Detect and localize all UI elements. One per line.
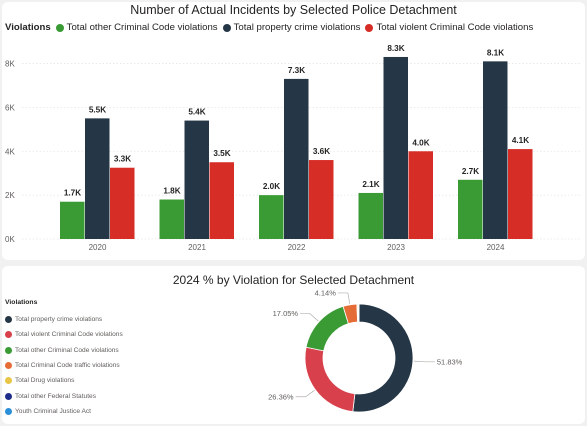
bar-total-property-crime-violations-2022[interactable]: [284, 78, 309, 239]
bar-total-other-criminal-code-violations-2022[interactable]: [259, 195, 284, 239]
data-label: 8.1K: [487, 48, 504, 57]
x-tick-label: 2022: [288, 243, 306, 252]
legend-marker: [55, 23, 64, 32]
legend-marker: [5, 346, 12, 354]
donut-slices: 51.83% 26.36% 17.05% 4.14%: [268, 288, 463, 413]
bar-total-violent-criminal-code-violations-2020[interactable]: [110, 167, 135, 239]
data-label: 5.5K: [89, 105, 106, 114]
bar-total-property-crime-violations-2023[interactable]: [383, 56, 409, 239]
x-tick-label: 2021: [188, 243, 206, 252]
y-tick-label: 6K: [5, 103, 15, 112]
bar-total-property-crime-violations-2020[interactable]: [85, 118, 110, 239]
bar-total-other-criminal-code-violations-2023[interactable]: [358, 192, 384, 239]
x-tick-label: 2023: [387, 243, 405, 252]
bar-group-2023: 2.1K 8.3K 4.0K: [358, 44, 434, 239]
legend-marker: [222, 23, 231, 32]
x-tick-label: 2024: [487, 243, 505, 252]
data-label: 3.3K: [114, 155, 131, 164]
slice-total-property-crime-violations[interactable]: [352, 303, 414, 413]
leader-line: [300, 313, 319, 322]
legend-label: Total Drug violations: [15, 377, 75, 385]
bar-total-other-criminal-code-violations-2024[interactable]: [458, 179, 483, 239]
legend-item-total-other-criminal-code-violations[interactable]: Total other Criminal Code violations: [5, 343, 123, 358]
data-label: 3.5K: [213, 149, 230, 158]
donut-chart-legend: Violations Total property crime violatio…: [5, 299, 123, 419]
legend-item-total-violent-criminal-code-violations[interactable]: Total violent Criminal Code violations: [5, 327, 123, 342]
bar-group-2020: 1.7K 5.5K 3.3K: [60, 105, 135, 239]
data-label: 5.4K: [188, 108, 205, 117]
legend-marker: [365, 23, 374, 32]
legend-label: Total other Federal Statutes: [15, 392, 97, 400]
y-tick-label: 8K: [5, 60, 15, 69]
slice-total-violent-criminal-code-violations[interactable]: [304, 346, 356, 413]
bar-total-violent-criminal-code-violations-2022[interactable]: [309, 160, 334, 239]
legend-item-total-drug-violations[interactable]: Total Drug violations: [5, 373, 123, 388]
legend-item-total-criminal-code-traffic-violations[interactable]: Total Criminal Code traffic violations: [5, 358, 123, 373]
donut-chart-title: 2024 % by Violation for Selected Detachm…: [172, 273, 415, 287]
legend-label: Total property crime violations: [15, 316, 103, 324]
bar-total-other-criminal-code-violations-2020[interactable]: [60, 201, 85, 239]
legend-marker: [5, 377, 12, 385]
legend-item-total-other-federal-statutes[interactable]: Total other Federal Statutes: [5, 388, 123, 403]
legend-label: Total violent Criminal Code violations: [15, 331, 123, 339]
leader-line: [413, 360, 435, 363]
slice-label: 26.36%: [268, 392, 294, 401]
legend-item-total-violent-criminal-code-violations[interactable]: Total violent Criminal Code violations: [365, 22, 533, 33]
bar-chart-panel: Number of Actual Incidents by Selected P…: [2, 2, 585, 260]
bar-total-other-criminal-code-violations-2021[interactable]: [159, 199, 185, 239]
leader-line: [295, 390, 315, 398]
bar-group-2022: 2.0K 7.3K 3.6K: [259, 66, 334, 239]
bar-total-violent-criminal-code-violations-2023[interactable]: [408, 151, 434, 239]
donut-chart-panel: 2024 % by Violation for Selected Detachm…: [2, 266, 585, 424]
bar-group-2021: 1.8K 5.4K 3.5K: [159, 108, 235, 239]
bar-total-violent-criminal-code-violations-2021[interactable]: [209, 162, 235, 239]
data-label: 8.3K: [387, 44, 404, 53]
legend-label: Total Criminal Code traffic violations: [15, 362, 120, 370]
legend-marker: [5, 407, 12, 415]
bar-chart-title: Number of Actual Incidents by Selected P…: [130, 3, 457, 17]
data-label: 3.6K: [313, 147, 330, 156]
data-label: 4.0K: [412, 138, 429, 147]
data-label: 2.7K: [462, 167, 479, 176]
data-label: 1.8K: [163, 187, 180, 196]
legend-item-youth-criminal-justice-act[interactable]: Youth Criminal Justice Act: [5, 404, 123, 419]
legend-label: Total other Criminal Code violations: [66, 22, 218, 33]
legend-marker: [5, 331, 12, 339]
y-tick-label: 4K: [5, 147, 15, 156]
slice-label: 4.14%: [315, 288, 337, 297]
y-tick-label: 0K: [5, 235, 15, 244]
slice-label: 51.83%: [437, 357, 463, 366]
bar-legend-title: Violations: [5, 22, 51, 33]
donut-chart-svg: 51.83% 26.36% 17.05% 4.14%: [268, 288, 463, 413]
legend-marker: [5, 316, 12, 324]
legend-label: Total other Criminal Code violations: [15, 346, 119, 354]
data-label: 1.7K: [64, 189, 81, 198]
data-label: 2.0K: [263, 182, 280, 191]
bar-total-property-crime-violations-2024[interactable]: [483, 61, 508, 240]
legend-item-total-property-crime-violations[interactable]: Total property crime violations: [5, 312, 123, 327]
legend-label: Total violent Criminal Code violations: [376, 22, 534, 33]
legend-label: Total property crime violations: [233, 22, 361, 33]
bar-total-property-crime-violations-2021[interactable]: [184, 120, 210, 239]
legend-label: Youth Criminal Justice Act: [15, 407, 91, 415]
bar-group-2024: 2.7K 8.1K 4.1K: [458, 48, 533, 240]
data-label: 7.3K: [288, 66, 305, 75]
donut-legend-title: Violations: [5, 299, 38, 306]
data-label: 2.1K: [362, 180, 379, 189]
legend-item-total-other-criminal-code-violations[interactable]: Total other Criminal Code violations: [55, 22, 218, 33]
data-label: 4.1K: [512, 136, 529, 145]
bar-chart-legend: Violations Total other Criminal Code vio…: [5, 22, 538, 33]
slice-total-other-criminal-code-violations[interactable]: [305, 305, 349, 352]
y-tick-label: 2K: [5, 191, 15, 200]
legend-marker: [5, 392, 12, 400]
legend-item-total-property-crime-violations[interactable]: Total property crime violations: [222, 22, 361, 33]
legend-marker: [5, 362, 12, 370]
x-tick-label: 2020: [89, 243, 107, 252]
bar-total-violent-criminal-code-violations-2024[interactable]: [508, 149, 533, 239]
bar-chart-svg: 0K 2K 4K 6K 8K 1.7K 5.5K 3.3K 2020 1.8K 5.4K 3.5K 20…: [5, 44, 580, 252]
leader-line: [337, 292, 351, 304]
slice-label: 17.05%: [273, 309, 299, 318]
